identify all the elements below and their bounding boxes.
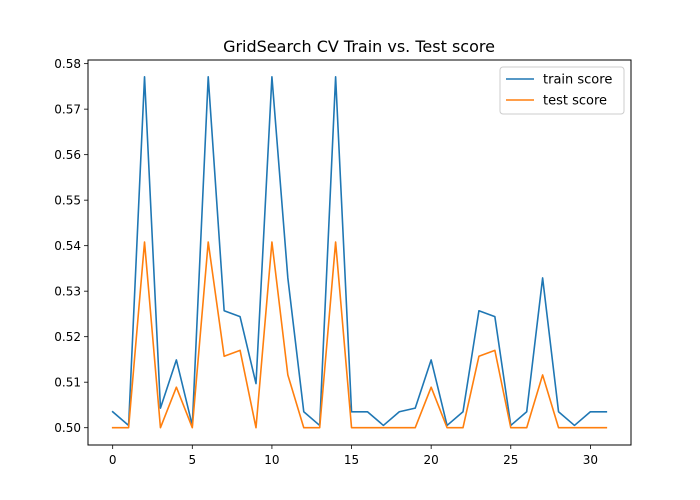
x-tick-label: 5 (188, 453, 196, 467)
y-tick-label: 0.50 (54, 421, 81, 435)
chart-title: GridSearch CV Train vs. Test score (223, 37, 495, 56)
plot-frame (87, 59, 632, 446)
series-line-0 (111, 76, 608, 427)
x-tick-label: 15 (344, 453, 359, 467)
x-tick-label: 30 (583, 453, 598, 467)
legend: train score test score (499, 66, 625, 115)
legend-label-1: test score (543, 94, 607, 109)
y-tick-label: 0.56 (54, 148, 81, 162)
series-line-1 (111, 241, 608, 429)
x-tick-label: 25 (503, 453, 518, 467)
x-tick-label: 0 (109, 453, 117, 467)
y-tick-label: 0.53 (54, 285, 81, 299)
y-tick-label: 0.51 (54, 376, 81, 390)
y-tick-label: 0.52 (54, 330, 81, 344)
y-tick-label: 0.54 (54, 239, 81, 253)
series-layer (111, 76, 608, 429)
legend-label-0: train score (543, 73, 612, 88)
y-tick-label: 0.55 (54, 194, 81, 208)
y-tick-label: 0.57 (54, 103, 81, 117)
x-tick-label: 10 (264, 453, 279, 467)
y-tick-label: 0.58 (54, 57, 81, 71)
y-axis: 0.50 0.51 0.52 0.53 0.54 0.55 0.56 0.57 0.58 (54, 57, 88, 435)
x-tick-label: 20 (424, 453, 439, 467)
x-axis: 0 5 10 15 20 25 30 (109, 445, 598, 467)
